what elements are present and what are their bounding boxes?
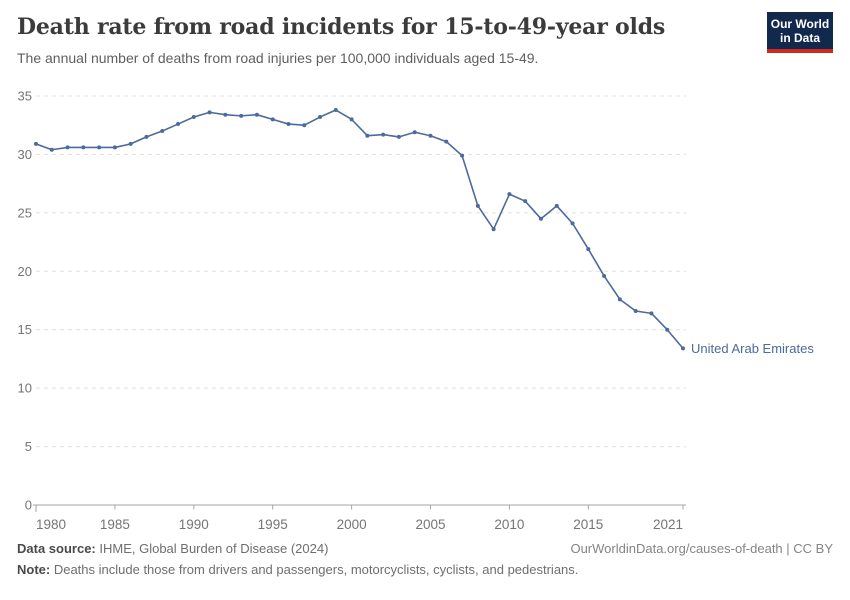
data-point-1995[interactable]	[270, 117, 275, 122]
page-title: Death rate from road incidents for 15-to…	[17, 14, 666, 40]
data-point-2020[interactable]	[665, 327, 670, 332]
x-tick-label-2021: 2021	[653, 517, 683, 532]
x-tick-label-2015: 2015	[573, 517, 603, 532]
data-point-1987[interactable]	[144, 134, 149, 139]
data-point-1984[interactable]	[97, 145, 102, 150]
data-point-1982[interactable]	[65, 145, 70, 150]
chart-note: Note: Deaths include those from drivers …	[17, 562, 579, 577]
data-point-2002[interactable]	[381, 132, 386, 137]
data-point-2011[interactable]	[523, 199, 528, 204]
data-point-2021[interactable]	[681, 346, 685, 351]
data-point-1990[interactable]	[191, 115, 196, 120]
data-point-1999[interactable]	[333, 108, 338, 113]
owid-logo-red-bar	[767, 49, 833, 53]
data-point-1989[interactable]	[176, 122, 181, 127]
x-tick-label-1985: 1985	[100, 517, 130, 532]
y-tick-label-30: 30	[18, 147, 32, 162]
data-point-1988[interactable]	[160, 129, 165, 134]
y-tick-label-0: 0	[25, 498, 32, 513]
x-tick-label-2000: 2000	[337, 517, 367, 532]
data-point-1992[interactable]	[223, 112, 228, 117]
y-tick-label-20: 20	[18, 264, 32, 279]
data-point-2008[interactable]	[475, 203, 480, 208]
owid-logo: Our World in Data	[767, 12, 833, 53]
data-point-1994[interactable]	[254, 112, 259, 117]
data-point-1986[interactable]	[128, 141, 133, 146]
data-point-2019[interactable]	[649, 311, 654, 316]
data-point-2018[interactable]	[633, 309, 638, 314]
data-point-1983[interactable]	[81, 145, 86, 150]
y-tick-label-5: 5	[25, 439, 32, 454]
data-point-2016[interactable]	[602, 273, 607, 278]
data-point-1997[interactable]	[302, 123, 307, 128]
note-label: Note:	[17, 562, 51, 577]
data-point-2013[interactable]	[554, 203, 559, 208]
data-source: Data source: IHME, Global Burden of Dise…	[17, 541, 329, 556]
y-tick-label-35: 35	[18, 89, 32, 104]
data-point-1985[interactable]	[112, 145, 117, 150]
data-point-2014[interactable]	[570, 221, 575, 226]
series-end-label: United Arab Emirates	[691, 341, 814, 356]
data-point-2012[interactable]	[538, 216, 543, 221]
y-tick-label-15: 15	[18, 322, 32, 337]
y-tick-label-25: 25	[18, 205, 32, 220]
data-source-label: Data source:	[17, 541, 96, 556]
data-point-2004[interactable]	[412, 130, 417, 135]
data-point-2010[interactable]	[507, 192, 512, 197]
data-point-1981[interactable]	[49, 147, 54, 152]
y-tick-label-10: 10	[18, 381, 32, 396]
chart-subtitle: The annual number of deaths from road in…	[17, 50, 539, 66]
data-point-1998[interactable]	[318, 115, 323, 120]
data-point-2000[interactable]	[349, 117, 354, 122]
x-tick-label-1980: 1980	[36, 517, 66, 532]
data-point-2017[interactable]	[617, 297, 622, 302]
data-point-1996[interactable]	[286, 122, 291, 127]
data-point-1991[interactable]	[207, 110, 212, 115]
owid-link[interactable]: OurWorldinData.org/causes-of-death | CC …	[570, 541, 833, 556]
data-point-2003[interactable]	[396, 134, 401, 139]
x-tick-label-1990: 1990	[179, 517, 209, 532]
x-tick-label-2005: 2005	[415, 517, 445, 532]
data-point-2015[interactable]	[586, 247, 591, 252]
series-line-united-arab-emirates	[35, 109, 684, 350]
data-point-2001[interactable]	[365, 133, 370, 138]
data-point-2009[interactable]	[491, 227, 496, 232]
x-tick-label-2010: 2010	[494, 517, 524, 532]
data-point-1993[interactable]	[239, 113, 244, 118]
x-tick-label-1995: 1995	[258, 517, 288, 532]
chart-footer: Data source: IHME, Global Burden of Dise…	[17, 541, 833, 577]
data-point-2006[interactable]	[444, 139, 449, 144]
data-point-2007[interactable]	[460, 153, 465, 158]
owid-logo-text: Our World in Data	[767, 12, 833, 49]
data-point-1980[interactable]	[34, 141, 38, 146]
data-point-2005[interactable]	[428, 133, 433, 138]
